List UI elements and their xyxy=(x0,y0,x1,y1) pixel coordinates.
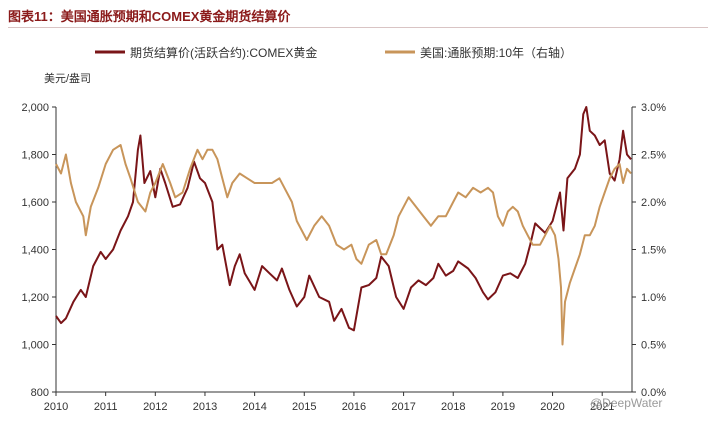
y-left-tick-label: 1,200 xyxy=(21,292,49,304)
y-left-tick-label: 2,000 xyxy=(21,102,49,114)
x-tick-label: 2010 xyxy=(44,401,68,413)
x-tick-label: 2018 xyxy=(441,401,465,413)
x-tick-label: 2021 xyxy=(590,401,614,413)
x-tick-label: 2015 xyxy=(292,401,316,413)
y-right-tick-label: 0.0% xyxy=(641,387,666,399)
figure-title: 图表11：美国通胀预期和COMEX黄金期货结算价 xyxy=(8,9,291,24)
y-right-tick-label: 1.5% xyxy=(641,245,666,257)
y-left-unit-label: 美元/盎司 xyxy=(44,71,91,85)
series-line-inflation-expectation xyxy=(55,144,632,346)
y-right-tick-label: 1.0% xyxy=(641,292,666,304)
x-tick-label: 2011 xyxy=(94,401,118,413)
y-left-tick-label: 1,800 xyxy=(21,150,49,162)
title-divider xyxy=(8,27,708,28)
legend-label-1: 美国:通胀预期:10年（右轴） xyxy=(420,45,572,60)
y-right-tick-label: 2.5% xyxy=(641,150,666,162)
x-tick-label: 2014 xyxy=(242,401,266,413)
watermark: @DeepWater xyxy=(590,396,663,410)
y-left-tick-label: 1,000 xyxy=(21,340,49,352)
x-tick-label: 2019 xyxy=(491,401,515,413)
x-tick-label: 2017 xyxy=(391,401,415,413)
y-right-tick-label: 3.0% xyxy=(641,102,666,114)
y-left-tick-label: 1,600 xyxy=(21,197,49,209)
x-tick-label: 2012 xyxy=(143,401,167,413)
x-tick-label: 2016 xyxy=(342,401,366,413)
legend-label-0: 期货结算价(活跃合约):COMEX黄金 xyxy=(130,45,317,60)
series-line-gold-price xyxy=(55,106,632,332)
x-tick-label: 2020 xyxy=(540,401,564,413)
x-tick-label: 2013 xyxy=(193,401,217,413)
y-right-tick-label: 0.5% xyxy=(641,340,666,352)
y-right-tick-label: 2.0% xyxy=(641,197,666,209)
y-left-tick-label: 1,400 xyxy=(21,245,49,257)
y-left-tick-label: 800 xyxy=(31,387,49,399)
